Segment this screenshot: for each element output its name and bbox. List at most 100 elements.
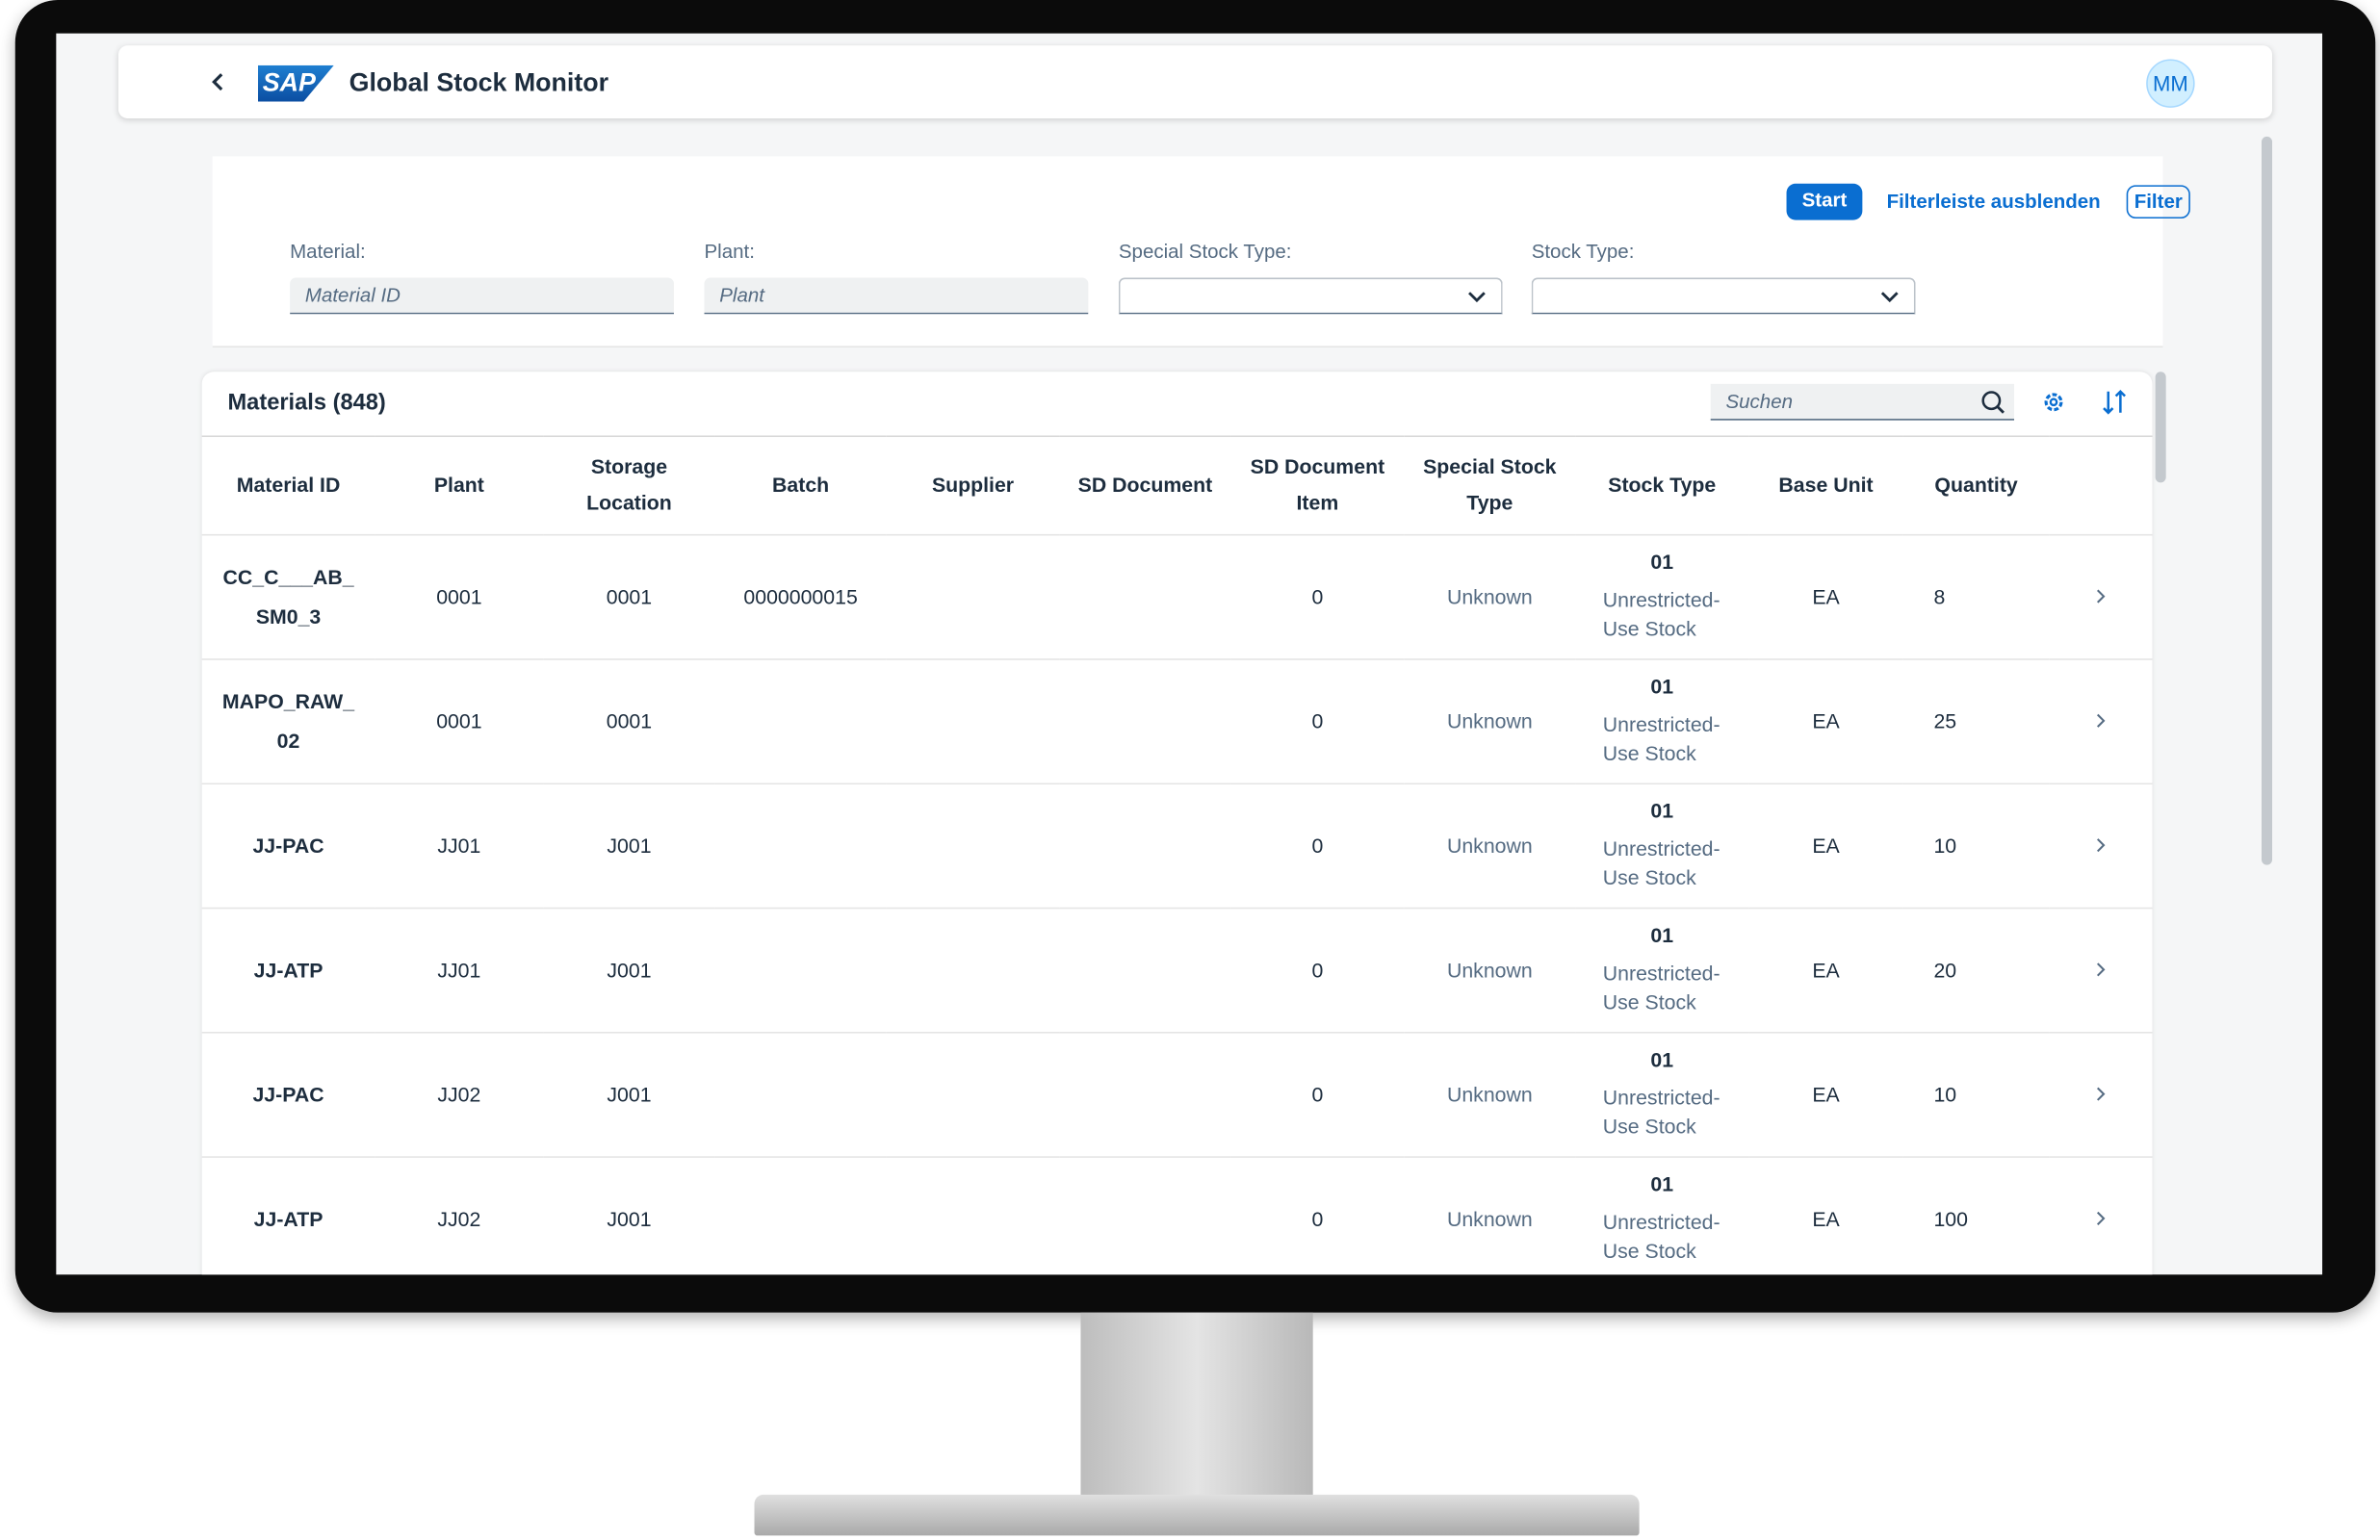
cell: 10	[1902, 1032, 2050, 1158]
column-header: SD Document	[1059, 435, 1231, 536]
stock-type-text: Unrestricted-Use Stock	[1602, 1086, 1720, 1139]
cell: 01 Unrestricted-Use Stock	[1575, 1157, 1749, 1275]
cell	[886, 1157, 1060, 1275]
cell: Unknown	[1404, 908, 1576, 1034]
cell: 0	[1230, 534, 1405, 660]
field-label: Material:	[290, 240, 366, 263]
cell: 8	[1902, 534, 2050, 660]
monitor-base	[754, 1494, 1640, 1536]
cell: J001	[543, 1157, 715, 1275]
cell: J001	[543, 783, 715, 910]
row-chevron[interactable]	[2095, 713, 2108, 729]
cell: J001	[543, 908, 715, 1034]
cell: Unknown	[1404, 658, 1576, 785]
search-field[interactable]: Suchen	[1710, 383, 2015, 421]
stock-type-text: Unrestricted-Use Stock	[1602, 962, 1720, 1014]
cell: 10	[1902, 783, 2050, 910]
filter-bar: Start Filterleiste ausblenden Filter Mat…	[212, 156, 2190, 348]
table-row[interactable]: JJ-PAC JJ01 J001 0 Unknown 01 Unrestricted-Use…	[201, 783, 2153, 910]
navigation-cell	[2049, 908, 2153, 1034]
search-icon[interactable]	[1980, 390, 2005, 414]
cell: JJ-ATP	[201, 1157, 375, 1275]
column-header: Quantity	[1902, 435, 2050, 536]
cell: CC_C___AB_SM0_3	[201, 534, 375, 660]
settings-icon[interactable]	[2040, 389, 2067, 416]
cell: 0	[1230, 658, 1405, 785]
field-label: Plant:	[704, 240, 755, 263]
cell: MAPO_RAW_02	[201, 658, 375, 785]
sort-icon[interactable]	[2101, 389, 2128, 416]
table-title: Materials (848)	[227, 390, 386, 416]
cell: Unknown	[1404, 534, 1576, 660]
table-row[interactable]: CC_C___AB_SM0_3 0001 0001 0000000015 0 Unknow…	[201, 534, 2153, 660]
filter-button[interactable]: Filter	[2126, 185, 2190, 219]
column-header: Stock Type	[1575, 435, 1749, 536]
cell	[714, 783, 887, 910]
cell	[1059, 1157, 1231, 1275]
cell: JJ02	[375, 1032, 544, 1158]
cell: 0001	[543, 658, 715, 785]
navigation-cell	[2049, 1032, 2153, 1158]
row-chevron[interactable]	[2095, 837, 2108, 853]
cell: EA	[1748, 908, 1903, 1034]
table-row[interactable]: MAPO_RAW_02 0001 0001 0 Unknown 01 Unrestricte…	[201, 658, 2153, 785]
table-scrollbar[interactable]	[2155, 372, 2166, 483]
select[interactable]	[1531, 277, 1916, 315]
cell: 0001	[375, 534, 544, 660]
column-header: Special Stock Type	[1404, 435, 1576, 536]
cell: JJ01	[375, 908, 544, 1034]
text-input[interactable]: Material ID	[290, 277, 674, 315]
cell: 0	[1230, 1157, 1405, 1275]
column-header: Storage Location	[543, 435, 715, 536]
cell	[1059, 658, 1231, 785]
monitor-stand	[1080, 1312, 1313, 1502]
column-header: Plant	[375, 435, 544, 536]
cell: 20	[1902, 908, 2050, 1034]
cell	[886, 658, 1060, 785]
navigation-cell	[2049, 658, 2153, 785]
stock-type-code: 01	[1650, 799, 1674, 823]
search-placeholder: Suchen	[1725, 390, 1793, 413]
cell: JJ01	[375, 783, 544, 910]
cell: 0	[1230, 783, 1405, 910]
row-chevron[interactable]	[2095, 1087, 2108, 1102]
table-card: Materials (848) Suchen Material ID Plant S…	[201, 372, 2166, 1275]
cell	[1059, 534, 1231, 660]
cell: EA	[1748, 1032, 1903, 1158]
select[interactable]	[1118, 277, 1503, 315]
cell: 25	[1902, 658, 2050, 785]
cell: 01 Unrestricted-Use Stock	[1575, 783, 1749, 910]
row-chevron[interactable]	[2095, 1211, 2108, 1226]
cell: JJ-ATP	[201, 908, 375, 1034]
cell: 0	[1230, 1032, 1405, 1158]
column-header-spacer	[2049, 435, 2153, 536]
cell	[886, 783, 1060, 910]
cell: JJ-PAC	[201, 783, 375, 910]
cell: 0000000015	[714, 534, 887, 660]
back-button[interactable]	[210, 71, 228, 92]
avatar[interactable]: MM	[2146, 59, 2195, 108]
materials-table: Material ID Plant Storage Location Batch Sup…	[201, 435, 2153, 1275]
cell	[1059, 783, 1231, 910]
cell: 0	[1230, 908, 1405, 1034]
hide-filter-link[interactable]: Filterleiste ausblenden	[1886, 190, 2101, 213]
table-row[interactable]: JJ-ATP JJ02 J001 0 Unknown 01 Unrestricted-Use…	[201, 1157, 2153, 1275]
logo[interactable]: SAP	[258, 64, 334, 102]
table-row[interactable]: JJ-PAC JJ02 J001 0 Unknown 01 Unrestricted-Use…	[201, 1032, 2153, 1158]
cell: 100	[1902, 1157, 2050, 1275]
cell	[886, 534, 1060, 660]
cell: EA	[1748, 783, 1903, 910]
cell: Unknown	[1404, 1157, 1576, 1275]
scrollbar[interactable]	[2261, 136, 2273, 865]
row-chevron[interactable]	[2095, 589, 2108, 604]
cell: Unknown	[1404, 783, 1576, 910]
cell	[1059, 908, 1231, 1034]
header-row: Material ID Plant Storage Location Batch Sup…	[201, 435, 2153, 536]
text-input[interactable]: Plant	[704, 277, 1089, 315]
table-row[interactable]: JJ-ATP JJ01 J001 0 Unknown 01 Unrestricted-Use…	[201, 908, 2153, 1034]
row-chevron[interactable]	[2095, 962, 2108, 978]
start-button[interactable]: Start	[1786, 183, 1863, 220]
stock-type-text: Unrestricted-Use Stock	[1602, 588, 1720, 641]
app-title: Global Stock Monitor	[349, 67, 609, 97]
